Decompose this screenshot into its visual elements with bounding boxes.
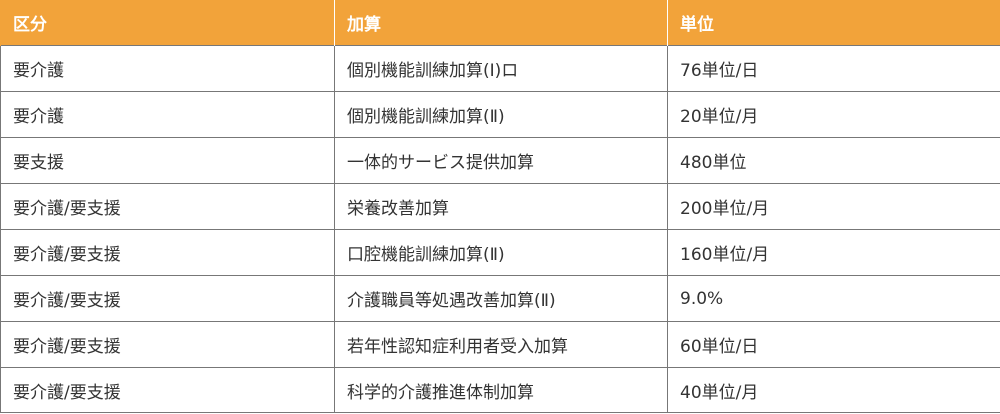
cell-addition: 個別機能訓練加算(Ⅰ)ロ bbox=[334, 45, 668, 92]
cell-unit: 200単位/月 bbox=[667, 183, 1000, 230]
cell-category: 要介護/要支援 bbox=[0, 367, 335, 413]
cell-addition: 若年性認知症利用者受入加算 bbox=[334, 321, 668, 368]
cell-category: 要介護 bbox=[0, 45, 335, 92]
table-row: 要介護/要支援 介護職員等処遇改善加算(Ⅱ) 9.0% bbox=[0, 275, 1000, 322]
cell-unit: 60単位/日 bbox=[667, 321, 1000, 368]
cell-unit: 76単位/日 bbox=[667, 45, 1000, 92]
cell-addition: 介護職員等処遇改善加算(Ⅱ) bbox=[334, 275, 668, 322]
header-addition: 加算 bbox=[334, 0, 668, 46]
cell-addition: 口腔機能訓練加算(Ⅱ) bbox=[334, 229, 668, 276]
cell-unit: 20単位/月 bbox=[667, 91, 1000, 138]
cell-addition: 一体的サービス提供加算 bbox=[334, 137, 668, 184]
table-row: 要介護/要支援 若年性認知症利用者受入加算 60単位/日 bbox=[0, 321, 1000, 368]
cell-category: 要介護/要支援 bbox=[0, 183, 335, 230]
table-row: 要介護/要支援 口腔機能訓練加算(Ⅱ) 160単位/月 bbox=[0, 229, 1000, 276]
cell-unit: 480単位 bbox=[667, 137, 1000, 184]
cell-unit: 9.0% bbox=[667, 275, 1000, 322]
header-row: 区分 加算 単位 bbox=[0, 0, 1000, 46]
cell-category: 要介護/要支援 bbox=[0, 229, 335, 276]
header-unit: 単位 bbox=[667, 0, 1000, 46]
header-category: 区分 bbox=[0, 0, 335, 46]
table-row: 要介護/要支援 科学的介護推進体制加算 40単位/月 bbox=[0, 367, 1000, 413]
table-row: 要介護/要支援 栄養改善加算 200単位/月 bbox=[0, 183, 1000, 230]
cell-addition: 個別機能訓練加算(Ⅱ) bbox=[334, 91, 668, 138]
cell-addition: 栄養改善加算 bbox=[334, 183, 668, 230]
cell-category: 要介護 bbox=[0, 91, 335, 138]
cell-category: 要支援 bbox=[0, 137, 335, 184]
cell-category: 要介護/要支援 bbox=[0, 321, 335, 368]
table-row: 要介護 個別機能訓練加算(Ⅰ)ロ 76単位/日 bbox=[0, 45, 1000, 92]
cell-unit: 160単位/月 bbox=[667, 229, 1000, 276]
table-row: 要介護 個別機能訓練加算(Ⅱ) 20単位/月 bbox=[0, 91, 1000, 138]
table-row: 要支援 一体的サービス提供加算 480単位 bbox=[0, 137, 1000, 184]
cell-unit: 40単位/月 bbox=[667, 367, 1000, 413]
cell-addition: 科学的介護推進体制加算 bbox=[334, 367, 668, 413]
cell-category: 要介護/要支援 bbox=[0, 275, 335, 322]
